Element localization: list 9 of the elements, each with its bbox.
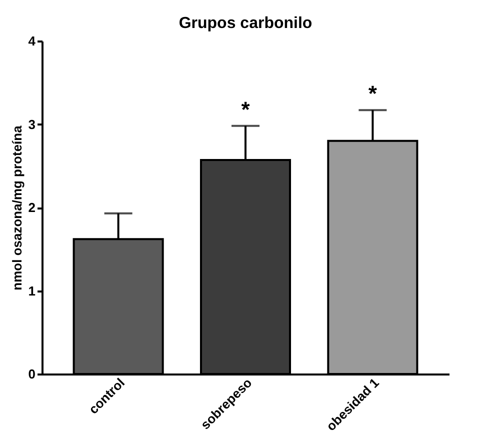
y-axis-title: nmol osazona/mg proteína (9, 124, 24, 290)
y-tick-label: 4 (28, 34, 36, 48)
annotation: * (241, 96, 250, 122)
chart-title: Grupos carbonilo (178, 15, 312, 32)
y-tick-label: 0 (28, 366, 36, 382)
y-tick-label: 2 (28, 200, 36, 215)
annotation: * (368, 81, 378, 106)
y-tick-label: 3 (28, 116, 36, 132)
y-tick-label: 1 (28, 283, 36, 298)
